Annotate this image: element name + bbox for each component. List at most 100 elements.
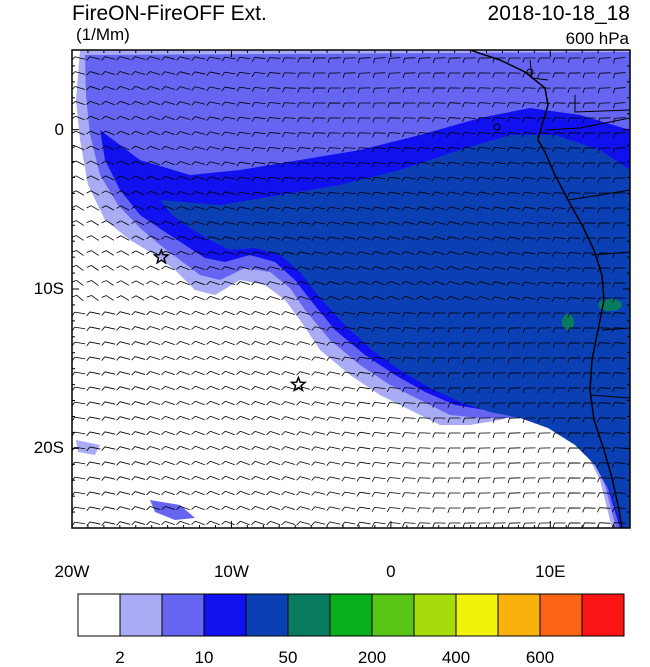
wind-barb: [401, 251, 415, 256]
wind-barb: [432, 387, 446, 393]
wind-barb: [506, 266, 521, 272]
wind-barb: [191, 400, 205, 406]
wind-barb: [311, 191, 326, 197]
wind-barb: [161, 116, 175, 121]
wind-barb: [131, 160, 145, 166]
wind-barb: [416, 146, 431, 152]
wind-barb: [236, 206, 251, 212]
wind-barb: [206, 355, 220, 361]
wind-barb: [387, 132, 401, 138]
wind-barb: [417, 387, 431, 393]
wind-barb: [522, 357, 536, 364]
wind-barb: [101, 130, 115, 136]
wind-barb: [371, 401, 386, 407]
wind-barb: [191, 206, 206, 211]
wind-barb: [476, 266, 491, 271]
wind-barb: [146, 416, 160, 421]
wind-barb: [176, 116, 191, 121]
wind-barb: [447, 432, 461, 438]
axis-ticks: [71, 49, 631, 529]
wind-barb: [326, 371, 341, 377]
wind-barb: [582, 282, 596, 288]
wind-barb: [431, 132, 446, 138]
wind-barb: [161, 356, 175, 361]
wind-barb: [402, 372, 416, 378]
wind-barb: [552, 447, 566, 453]
wind-barb: [522, 402, 536, 409]
wind-barb: [312, 72, 326, 78]
wind-barb: [236, 266, 251, 271]
wind-barb: [356, 311, 371, 317]
wind-barb: [551, 177, 566, 183]
wind-barb: [597, 207, 611, 213]
wind-barb: [522, 87, 536, 93]
wind-barb: [431, 295, 445, 301]
wind-barb: [356, 341, 371, 347]
wind-barb: [206, 415, 220, 421]
wind-barb: [341, 221, 356, 227]
pressure-level-label: 600 hPa: [565, 29, 629, 48]
wind-barb: [146, 386, 160, 391]
wind-barb: [506, 191, 521, 197]
wind-barb: [282, 72, 296, 78]
country-borders: [529, 59, 630, 399]
wind-barb: [612, 222, 626, 228]
wind-barb: [582, 312, 596, 318]
plume-blob-south: [150, 500, 195, 520]
wind-barb: [371, 446, 386, 452]
wind-barb: [567, 207, 581, 213]
wind-barb: [326, 356, 341, 362]
wind-barb: [86, 356, 101, 362]
wind-barb: [251, 325, 265, 331]
wind-barb: [191, 505, 205, 511]
wind-barb: [597, 492, 611, 498]
wind-barb: [281, 476, 296, 481]
wind-barb: [161, 295, 175, 301]
wind-barb: [521, 266, 536, 272]
wind-barb: [582, 357, 596, 363]
wind-barb: [236, 236, 251, 241]
wind-barb: [311, 461, 326, 466]
wind-barb: [372, 72, 386, 79]
wind-barb: [131, 145, 145, 151]
wind-barb: [116, 356, 131, 361]
wind-barb: [281, 132, 296, 138]
wind-barb: [312, 57, 326, 63]
lat-label: 0: [54, 119, 64, 139]
wind-barb: [582, 267, 596, 273]
wind-barb: [537, 327, 551, 333]
wind-barb: [507, 312, 521, 319]
wind-barb: [221, 370, 235, 376]
wind-barb: [146, 461, 160, 466]
wind-barb: [506, 206, 521, 212]
wind-barb: [281, 162, 296, 167]
wind-barb: [612, 177, 626, 184]
wind-barb: [506, 176, 521, 182]
wind-barb: [311, 386, 326, 391]
wind-barb: [146, 115, 160, 121]
wind-barb: [417, 432, 431, 438]
wind-barb: [462, 507, 476, 513]
wind-barb: [251, 460, 265, 466]
wind-barb: [462, 417, 476, 423]
wind-barb: [462, 72, 476, 78]
wind-barb: [372, 117, 386, 123]
wind-barb: [176, 250, 190, 256]
wind-barb: [86, 250, 99, 256]
wind-barb: [236, 370, 250, 376]
wind-barb: [116, 115, 130, 121]
wind-barb: [176, 176, 190, 181]
wind-barb: [251, 116, 266, 122]
africa-coastline: [469, 50, 623, 528]
wind-barb: [86, 311, 101, 317]
wind-barb: [371, 147, 386, 153]
wind-barb: [371, 341, 386, 347]
wind-barb: [176, 310, 190, 316]
wind-barb: [522, 72, 536, 78]
wind-barb: [161, 476, 175, 481]
wind-barb: [551, 266, 566, 272]
wind-barb: [327, 132, 341, 138]
wind-barb: [326, 176, 341, 182]
wind-barb: [507, 357, 521, 364]
wind-barb: [446, 221, 461, 226]
